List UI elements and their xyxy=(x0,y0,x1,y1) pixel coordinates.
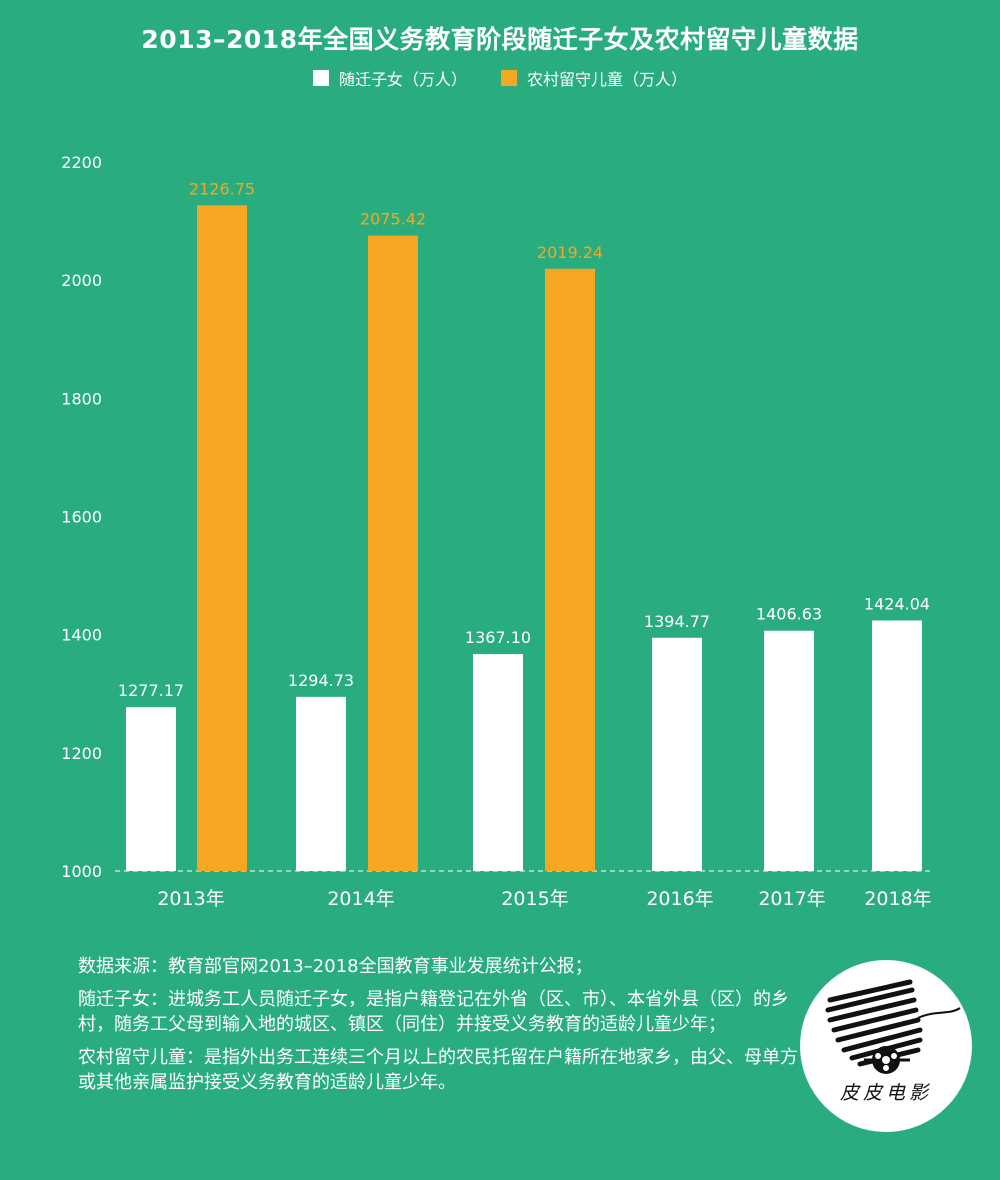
x-tick-label: 2018年 xyxy=(864,888,931,910)
bar-left-behind xyxy=(545,268,595,871)
data-label-migrant: 1294.73 xyxy=(288,671,354,690)
bar-chart: 1000 1200 1400 1600 1800 2000 2200 1277.17 1294.… xyxy=(61,153,931,910)
legend-label-left-behind: 农村留守儿童（万人） xyxy=(527,70,688,89)
bar-migrant xyxy=(473,654,523,871)
y-tick-label: 1200 xyxy=(61,744,102,763)
x-tick-label: 2016年 xyxy=(646,888,713,910)
notes: 数据来源：教育部官网2013–2018全国教育事业发展统计公报； 随迁子女：进城… xyxy=(78,954,798,1103)
data-label-migrant: 1394.77 xyxy=(644,612,710,631)
data-label-migrant: 1277.17 xyxy=(118,681,184,700)
bar-migrant xyxy=(764,630,814,871)
y-tick-label: 1800 xyxy=(61,389,102,408)
y-tick-label: 2000 xyxy=(61,271,102,290)
legend-swatch-left-behind xyxy=(501,70,517,86)
data-label-migrant: 1424.04 xyxy=(864,594,930,613)
data-label-left-behind: 2126.75 xyxy=(189,179,255,198)
y-tick-label: 1400 xyxy=(61,626,102,645)
logo-text: 皮皮电影 xyxy=(839,1082,932,1104)
bar-migrant xyxy=(126,707,176,871)
data-label-migrant: 1367.10 xyxy=(465,628,531,647)
x-tick-label: 2017年 xyxy=(758,888,825,910)
bar-migrant xyxy=(872,620,922,871)
bar-migrant xyxy=(652,637,702,871)
data-label-left-behind: 2075.42 xyxy=(360,210,426,229)
film-reel-logo-icon xyxy=(825,979,961,1074)
bar-migrant xyxy=(296,696,346,871)
y-tick-label: 1000 xyxy=(61,862,102,881)
note-migrant-definition: 随迁子女：进城务工人员随迁子女，是指户籍登记在外省（区、市）、本省外县（区）的乡… xyxy=(78,989,789,1035)
legend-item-migrant: 随迁子女（万人） xyxy=(312,66,467,90)
legend-label-migrant: 随迁子女（万人） xyxy=(338,70,467,89)
bar-left-behind xyxy=(197,205,247,871)
chart-title: 2013–2018年全国义务教育阶段随迁子女及农村留守儿童数据 xyxy=(141,25,859,54)
bar-left-behind xyxy=(368,235,418,871)
legend-item-left-behind: 农村留守儿童（万人） xyxy=(501,66,687,90)
x-tick-label: 2013年 xyxy=(157,888,224,910)
legend: 随迁子女（万人） 农村留守儿童（万人） xyxy=(0,66,1000,90)
data-label-left-behind: 2019.24 xyxy=(537,243,603,262)
x-tick-label: 2015年 xyxy=(501,888,568,910)
logo: 皮皮电影 xyxy=(800,960,972,1132)
note-source: 数据来源：教育部官网2013–2018全国教育事业发展统计公报； xyxy=(78,956,593,977)
y-tick-label: 1600 xyxy=(61,508,102,527)
y-tick-label: 2200 xyxy=(61,153,102,172)
note-left-behind-definition: 农村留守儿童：是指外出务工连续三个月以上的农民托留在户籍所在地家乡，由父、母单方… xyxy=(78,1047,798,1093)
x-tick-label: 2014年 xyxy=(327,888,394,910)
legend-swatch-migrant xyxy=(312,70,329,86)
data-label-migrant: 1406.63 xyxy=(756,605,822,624)
